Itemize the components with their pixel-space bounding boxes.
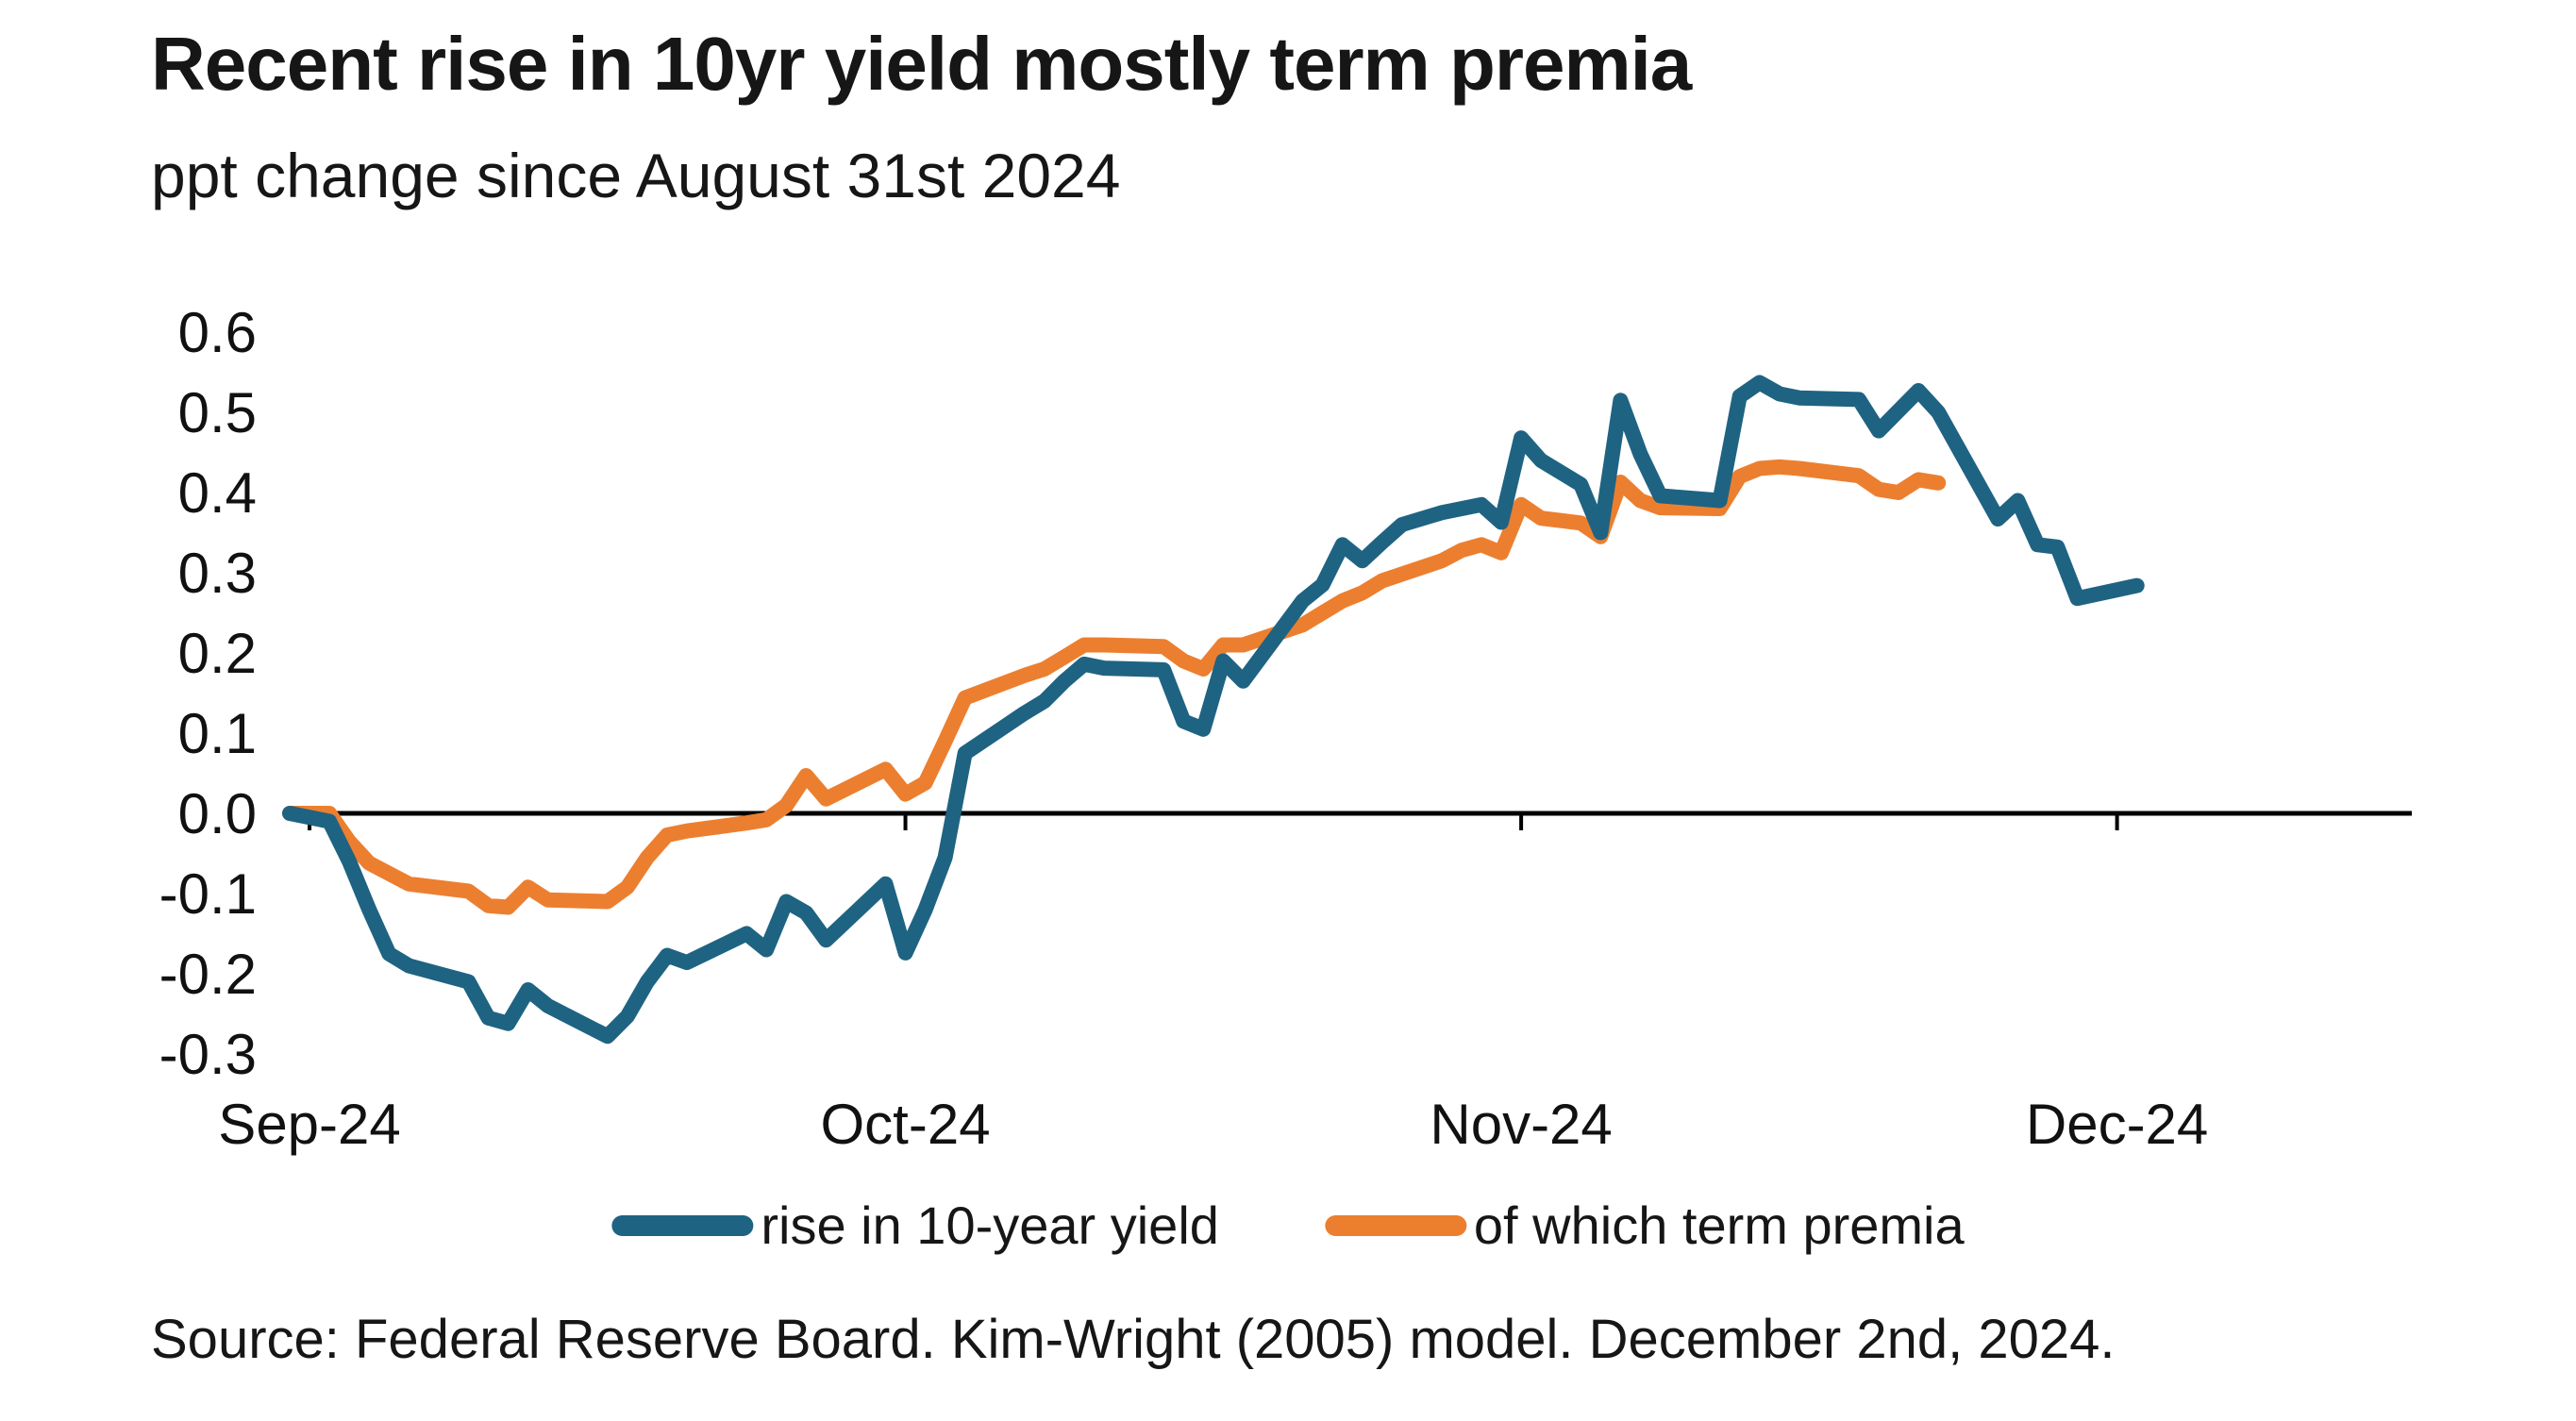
chart-legend: rise in 10-year yield of which term prem… bbox=[611, 1195, 1965, 1256]
yield-line bbox=[282, 375, 2145, 1045]
y-tick-label: 0.0 bbox=[178, 782, 257, 845]
y-tick-label: 0.4 bbox=[178, 461, 257, 525]
chart-subtitle: ppt change since August 31st 2024 bbox=[151, 141, 1121, 210]
legend-item-yield: rise in 10-year yield bbox=[611, 1195, 1219, 1256]
premia-line bbox=[282, 459, 1947, 915]
x-tick-label: Nov-24 bbox=[1430, 1093, 1612, 1156]
y-tick-label: 0.1 bbox=[178, 702, 257, 765]
x-tick-label: Dec-24 bbox=[2026, 1093, 2208, 1156]
y-tick-label: 0.5 bbox=[178, 381, 257, 444]
x-tick-label: Sep-24 bbox=[218, 1093, 400, 1156]
y-tick-label: -0.3 bbox=[159, 1023, 257, 1086]
x-tick-label: Oct-24 bbox=[821, 1093, 991, 1156]
y-tick-label: 0.6 bbox=[178, 301, 257, 364]
x-tick-labels: Sep-24 Oct-24 Nov-24 Dec-24 bbox=[218, 1093, 2208, 1156]
premia-line-swatch bbox=[1324, 1214, 1466, 1236]
x-ticks bbox=[308, 813, 2119, 830]
legend-label-yield: rise in 10-year yield bbox=[761, 1195, 1219, 1255]
y-tick-label: -0.2 bbox=[159, 943, 257, 1006]
source-note: Source: Federal Reserve Board. Kim-Wrigh… bbox=[151, 1309, 2116, 1370]
y-tick-label: -0.1 bbox=[159, 862, 257, 926]
y-tick-label: 0.2 bbox=[178, 622, 257, 685]
legend-label-premia: of which term premia bbox=[1473, 1195, 1965, 1255]
y-axis-labels: 0.6 0.5 0.4 0.3 0.2 0.1 0.0 -0.1 -0.2 -0.3 bbox=[159, 301, 257, 1086]
y-tick-label: 0.3 bbox=[178, 542, 257, 605]
legend-item-premia: of which term premia bbox=[1324, 1195, 1965, 1256]
chart-title: Recent rise in 10yr yield mostly term pr… bbox=[151, 22, 1692, 106]
yield-line-swatch bbox=[611, 1214, 754, 1236]
